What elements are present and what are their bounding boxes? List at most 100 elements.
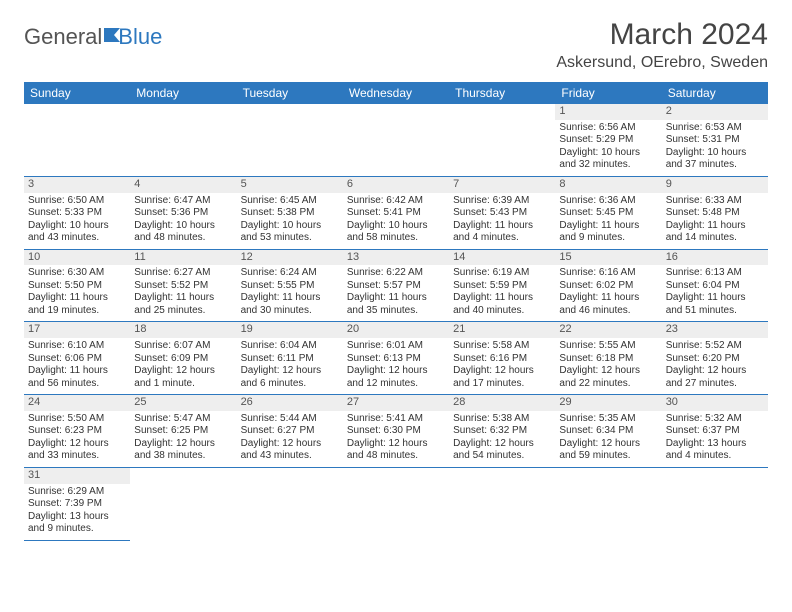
sunset-line: Sunset: 6:34 PM	[559, 425, 657, 438]
daylight-line: Daylight: 12 hours and 22 minutes.	[559, 365, 657, 390]
sunrise-line: Sunrise: 6:22 AM	[347, 267, 445, 280]
calendar-cell: 6Sunrise: 6:42 AMSunset: 5:41 PMDaylight…	[343, 176, 449, 249]
calendar-cell	[130, 467, 236, 540]
day-number: 8	[555, 177, 661, 193]
day-number: 13	[343, 250, 449, 266]
sunrise-line: Sunrise: 6:33 AM	[666, 195, 764, 208]
sunset-line: Sunset: 6:06 PM	[28, 353, 126, 366]
day-number: 24	[24, 395, 130, 411]
calendar-cell: 22Sunrise: 5:55 AMSunset: 6:18 PMDayligh…	[555, 322, 661, 395]
daylight-line: Daylight: 10 hours and 53 minutes.	[241, 220, 339, 245]
sunset-line: Sunset: 5:50 PM	[28, 280, 126, 293]
daylight-line: Daylight: 12 hours and 38 minutes.	[134, 438, 232, 463]
sunset-line: Sunset: 5:29 PM	[559, 134, 657, 147]
sunrise-line: Sunrise: 6:16 AM	[559, 267, 657, 280]
calendar-cell	[237, 104, 343, 176]
daylight-line: Daylight: 11 hours and 19 minutes.	[28, 292, 126, 317]
sunrise-line: Sunrise: 5:35 AM	[559, 413, 657, 426]
day-number: 14	[449, 250, 555, 266]
day-number: 26	[237, 395, 343, 411]
weekday-header-row: SundayMondayTuesdayWednesdayThursdayFrid…	[24, 82, 768, 104]
calendar-row: 24Sunrise: 5:50 AMSunset: 6:23 PMDayligh…	[24, 395, 768, 468]
calendar-cell	[449, 467, 555, 540]
calendar-cell: 20Sunrise: 6:01 AMSunset: 6:13 PMDayligh…	[343, 322, 449, 395]
daylight-line: Daylight: 12 hours and 27 minutes.	[666, 365, 764, 390]
sunset-line: Sunset: 5:41 PM	[347, 207, 445, 220]
sunrise-line: Sunrise: 6:53 AM	[666, 122, 764, 135]
sunrise-line: Sunrise: 6:19 AM	[453, 267, 551, 280]
daylight-line: Daylight: 12 hours and 33 minutes.	[28, 438, 126, 463]
day-number: 7	[449, 177, 555, 193]
calendar-cell: 31 Sunrise: 6:29 AMSunset: 7:39 PMDayligh…	[24, 467, 130, 540]
calendar-cell: 9Sunrise: 6:33 AMSunset: 5:48 PMDaylight…	[662, 176, 768, 249]
location: Askersund, OErebro, Sweden	[556, 54, 768, 72]
sunset-line: Sunset: 6:27 PM	[241, 425, 339, 438]
sunrise-line: Sunrise: 6:13 AM	[666, 267, 764, 280]
sunset-line: Sunset: 5:38 PM	[241, 207, 339, 220]
day-number: 5	[237, 177, 343, 193]
daylight-line: Daylight: 11 hours and 40 minutes.	[453, 292, 551, 317]
daylight-line: Daylight: 13 hours and 4 minutes.	[666, 438, 764, 463]
sunrise-line: Sunrise: 5:50 AM	[28, 413, 126, 426]
sunset-line: Sunset: 6:13 PM	[347, 353, 445, 366]
calendar-body: 1Sunrise: 6:56 AMSunset: 5:29 PMDaylight…	[24, 104, 768, 540]
day-number: 10	[24, 250, 130, 266]
sunrise-line: Sunrise: 5:41 AM	[347, 413, 445, 426]
calendar-row: 31 Sunrise: 6:29 AMSunset: 7:39 PMDayligh…	[24, 467, 768, 540]
logo-text-2: Blue	[118, 24, 162, 50]
sunset-line: Sunset: 7:39 PM	[28, 498, 126, 511]
sunrise-line: Sunrise: 6:39 AM	[453, 195, 551, 208]
weekday-header: Wednesday	[343, 82, 449, 104]
daylight-line: Daylight: 10 hours and 58 minutes.	[347, 220, 445, 245]
sunset-line: Sunset: 6:37 PM	[666, 425, 764, 438]
calendar-cell: 23Sunrise: 5:52 AMSunset: 6:20 PMDayligh…	[662, 322, 768, 395]
day-number: 23	[662, 322, 768, 338]
calendar-row: 10Sunrise: 6:30 AMSunset: 5:50 PMDayligh…	[24, 249, 768, 322]
sunrise-line: Sunrise: 5:44 AM	[241, 413, 339, 426]
day-number: 31	[24, 468, 130, 484]
daylight-line: Daylight: 11 hours and 35 minutes.	[347, 292, 445, 317]
sunset-line: Sunset: 6:32 PM	[453, 425, 551, 438]
daylight-line: Daylight: 13 hours and 9 minutes.	[28, 511, 126, 536]
daylight-line: Daylight: 11 hours and 9 minutes.	[559, 220, 657, 245]
sunrise-line: Sunrise: 6:29 AM	[28, 486, 126, 499]
calendar-cell: 7Sunrise: 6:39 AMSunset: 5:43 PMDaylight…	[449, 176, 555, 249]
day-number: 18	[130, 322, 236, 338]
calendar-cell: 27Sunrise: 5:41 AMSunset: 6:30 PMDayligh…	[343, 395, 449, 468]
day-number: 15	[555, 250, 661, 266]
sunset-line: Sunset: 5:57 PM	[347, 280, 445, 293]
weekday-header: Friday	[555, 82, 661, 104]
daylight-line: Daylight: 12 hours and 54 minutes.	[453, 438, 551, 463]
calendar-cell: 8Sunrise: 6:36 AMSunset: 5:45 PMDaylight…	[555, 176, 661, 249]
calendar-cell: 13Sunrise: 6:22 AMSunset: 5:57 PMDayligh…	[343, 249, 449, 322]
day-number: 30	[662, 395, 768, 411]
sunrise-line: Sunrise: 6:36 AM	[559, 195, 657, 208]
sunset-line: Sunset: 6:20 PM	[666, 353, 764, 366]
day-number: 16	[662, 250, 768, 266]
day-number: 22	[555, 322, 661, 338]
daylight-line: Daylight: 11 hours and 4 minutes.	[453, 220, 551, 245]
calendar-cell	[449, 104, 555, 176]
daylight-line: Daylight: 10 hours and 48 minutes.	[134, 220, 232, 245]
sunrise-line: Sunrise: 5:38 AM	[453, 413, 551, 426]
sunrise-line: Sunrise: 6:42 AM	[347, 195, 445, 208]
calendar-row: 1Sunrise: 6:56 AMSunset: 5:29 PMDaylight…	[24, 104, 768, 176]
daylight-line: Daylight: 12 hours and 59 minutes.	[559, 438, 657, 463]
daylight-line: Daylight: 11 hours and 46 minutes.	[559, 292, 657, 317]
sunset-line: Sunset: 6:23 PM	[28, 425, 126, 438]
daylight-line: Daylight: 12 hours and 12 minutes.	[347, 365, 445, 390]
calendar-cell: 25Sunrise: 5:47 AMSunset: 6:25 PMDayligh…	[130, 395, 236, 468]
day-number: 17	[24, 322, 130, 338]
calendar-cell	[237, 467, 343, 540]
calendar-cell: 11Sunrise: 6:27 AMSunset: 5:52 PMDayligh…	[130, 249, 236, 322]
sunrise-line: Sunrise: 6:50 AM	[28, 195, 126, 208]
sunset-line: Sunset: 6:11 PM	[241, 353, 339, 366]
calendar-cell: 26Sunrise: 5:44 AMSunset: 6:27 PMDayligh…	[237, 395, 343, 468]
calendar-cell: 1Sunrise: 6:56 AMSunset: 5:29 PMDaylight…	[555, 104, 661, 176]
day-number: 2	[662, 104, 768, 120]
sunrise-line: Sunrise: 6:56 AM	[559, 122, 657, 135]
sunrise-line: Sunrise: 5:32 AM	[666, 413, 764, 426]
daylight-line: Daylight: 12 hours and 48 minutes.	[347, 438, 445, 463]
header: General Blue March 2024 Askersund, OEreb…	[24, 18, 768, 78]
weekday-header: Saturday	[662, 82, 768, 104]
